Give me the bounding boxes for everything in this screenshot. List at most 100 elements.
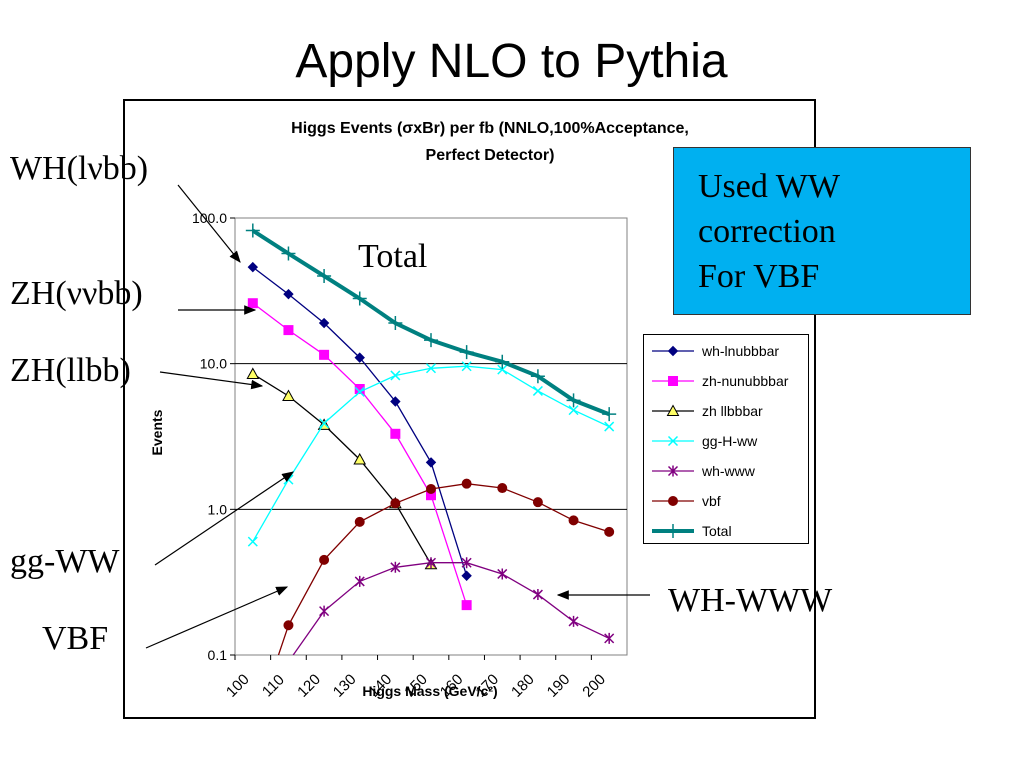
data-point-total (317, 268, 332, 283)
legend-label: zh llbbbar (702, 403, 763, 419)
x-tick-label: 200 (579, 671, 609, 701)
data-point-total (281, 246, 296, 261)
legend-swatch (652, 465, 694, 477)
plot-area (234, 217, 628, 656)
data-point-wh-lnubbbar (425, 457, 437, 468)
data-point-wh-www (354, 575, 365, 587)
data-point-vbf (390, 498, 401, 509)
y-tick-label: 10.0 (200, 356, 227, 372)
data-point-total (352, 291, 367, 306)
x-tick-label: 180 (508, 671, 538, 701)
legend-marker (666, 524, 680, 538)
data-point-wh-www (568, 615, 579, 627)
data-point-vbf (497, 483, 508, 494)
wh-lnubb-annotation: WH(lνbb) (10, 150, 149, 187)
data-point-total (530, 369, 545, 384)
data-point-wh-lnubbbar (354, 352, 365, 363)
legend-item-gg-h-ww: gg-H-ww (650, 431, 810, 451)
y-tick-label: 1.0 (208, 501, 228, 517)
data-point-gg-h-ww (390, 370, 401, 381)
zh-nunubb-annotation: ZH(ννbb) (10, 275, 143, 312)
legend-marker (668, 376, 678, 386)
data-point-gg-h-ww (461, 361, 472, 372)
data-point-gg-h-ww (532, 385, 543, 396)
gg-ww-annotation: gg-WW (10, 543, 120, 580)
series-line-zh-llbbbar (252, 373, 432, 565)
data-point-gg-h-ww (604, 421, 615, 432)
vbf-annotation: VBF (42, 620, 109, 657)
legend-item-wh-lnubbbar: wh-lnubbbar (650, 341, 810, 361)
data-point-total (495, 354, 510, 369)
legend-marker (667, 435, 679, 447)
data-point-total (388, 316, 403, 331)
data-point-wh-www (461, 557, 472, 569)
data-point-wh-www (319, 605, 330, 617)
data-point-vbf (283, 620, 294, 631)
legend-label: zh-nunubbbar (702, 373, 789, 389)
data-point-wh-www (497, 568, 508, 580)
wh-www-annotation: WH-WWW (668, 582, 833, 619)
legend-swatch (652, 404, 694, 416)
series-group (245, 223, 617, 655)
data-point-vbf (426, 483, 436, 494)
data-point-vbf (354, 516, 365, 527)
annotation-arrow (177, 184, 241, 263)
chart-legend: wh-lnubbbar zh-nunubbbar zh llbbbar gg-H-ww… (643, 334, 809, 544)
data-point-zh-llbbbar (353, 452, 367, 465)
annotation-arrow (159, 371, 264, 390)
legend-label: Total (702, 523, 732, 539)
legend-label: wh-lnubbbar (702, 343, 780, 359)
data-point-wh-www (425, 557, 437, 569)
zh-llbb-annotation: ZH(llbb) (10, 352, 131, 389)
data-point-zh-nunubbbar (354, 384, 365, 395)
annotation-arrow (154, 471, 294, 566)
legend-item-total: Total (650, 521, 810, 541)
y-axis-label: Events (149, 409, 165, 455)
data-point-gg-h-ww (247, 536, 258, 547)
data-point-total (566, 393, 581, 408)
data-point-zh-nunubbbar (461, 600, 472, 611)
data-point-wh-www (604, 632, 615, 644)
legend-marker (668, 496, 678, 506)
data-point-gg-h-ww (319, 418, 330, 429)
callout-text: Used WW correction For VBF (698, 168, 840, 295)
data-point-vbf (568, 515, 579, 526)
data-point-gg-h-ww (568, 405, 579, 416)
data-point-wh-lnubbbar (318, 317, 330, 329)
data-point-wh-lnubbbar (247, 261, 259, 273)
legend-label: wh-www (702, 463, 755, 479)
x-axis-label: Higgs Mass (GeV/c²) (362, 683, 497, 699)
legend-swatch (652, 435, 694, 447)
data-point-wh-www (532, 589, 543, 601)
data-point-wh-lnubbbar (390, 396, 401, 407)
x-tick-label: 190 (544, 671, 574, 701)
data-point-wh-lnubbbar (461, 570, 472, 581)
data-point-zh-llbbbar (246, 367, 260, 379)
data-point-zh-nunubbbar (319, 349, 330, 360)
data-point-wh-www (390, 561, 401, 573)
legend-swatch (652, 524, 694, 538)
legend-item-wh-www: wh-www (650, 461, 810, 481)
legend-item-zh-nunubbbar: zh-nunubbbar (650, 371, 810, 391)
data-point-total (459, 345, 474, 360)
data-point-total (602, 407, 617, 422)
data-point-vbf (532, 497, 543, 508)
legend-label: gg-H-ww (702, 433, 758, 449)
data-point-vbf (319, 554, 330, 565)
data-point-total (424, 333, 438, 348)
legend-marker (666, 404, 680, 416)
legend-item-zh-llbbbar: zh llbbbar (650, 401, 810, 421)
data-point-zh-nunubbbar (247, 298, 258, 309)
legend-marker (667, 345, 679, 357)
data-point-gg-h-ww (425, 363, 437, 374)
data-point-gg-h-ww (354, 386, 365, 397)
legend-swatch (652, 345, 694, 357)
legend-marker (667, 465, 679, 477)
x-tick-label: 120 (294, 671, 324, 701)
x-tick-label: 100 (223, 671, 253, 701)
data-point-vbf (461, 478, 472, 489)
legend-swatch (652, 496, 694, 506)
annotation-arrow (145, 586, 289, 649)
slide-title: Apply NLO to Pythia (295, 35, 728, 88)
